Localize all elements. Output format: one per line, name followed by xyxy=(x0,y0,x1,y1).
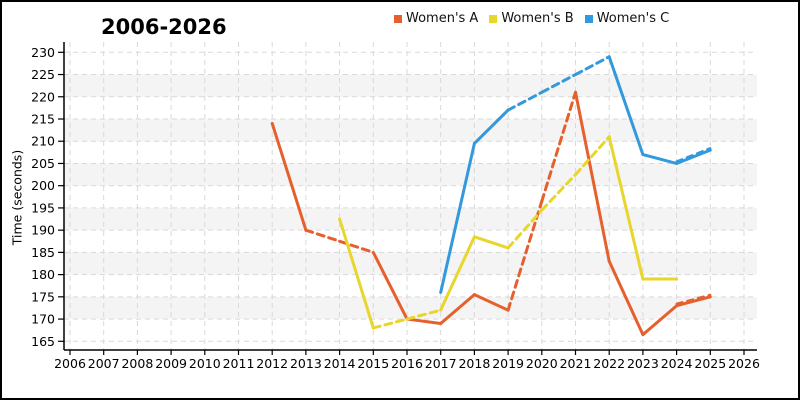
plot-band xyxy=(64,119,757,142)
plot-band xyxy=(64,252,757,275)
legend-swatch xyxy=(394,14,402,23)
series-segment-dashed xyxy=(574,135,611,177)
x-tick-label: 2014 xyxy=(324,356,356,371)
x-tick-label: 2023 xyxy=(627,356,659,371)
x-tick-label: 2024 xyxy=(661,356,693,371)
x-tick-label: 2008 xyxy=(121,356,153,371)
series-segment-dashed-overlay xyxy=(675,147,712,163)
y-tick-label: 230 xyxy=(31,45,55,60)
legend-label: Women's C xyxy=(596,11,670,26)
series-segment xyxy=(472,293,510,312)
plot-band xyxy=(64,296,757,320)
y-tick-label: 200 xyxy=(31,178,55,193)
y-tick-label: 210 xyxy=(31,134,55,149)
y-tick-label: 180 xyxy=(31,267,55,282)
series-segment-dashed xyxy=(304,228,342,243)
x-tick-label: 2009 xyxy=(155,356,187,371)
series-segment xyxy=(607,259,645,337)
series-segment xyxy=(439,293,476,326)
y-tick-label: 190 xyxy=(31,223,55,238)
series-segment xyxy=(574,90,611,263)
series-segment-dashed xyxy=(540,173,577,212)
series-segment-dashed xyxy=(405,308,443,321)
x-tick-label: 2011 xyxy=(223,356,255,371)
series-segment xyxy=(641,153,679,165)
x-tick-label: 2022 xyxy=(593,356,625,371)
x-tick-label: 2010 xyxy=(189,356,221,371)
plot-band xyxy=(64,74,757,97)
series-segment-dashed xyxy=(540,73,577,94)
legend-swatch xyxy=(584,14,593,23)
series-segment-dashed xyxy=(338,239,375,254)
x-tick-label: 2006 xyxy=(54,356,86,371)
x-tick-label: 2015 xyxy=(357,356,389,371)
legend-item-womens-a: Women's A xyxy=(394,11,478,26)
series-segment-dashed xyxy=(371,317,409,330)
x-tick-label: 2019 xyxy=(492,356,524,371)
series-segment xyxy=(371,250,409,321)
x-tick-label: 2013 xyxy=(290,356,322,371)
y-tick-label: 215 xyxy=(31,112,55,127)
legend-swatch xyxy=(489,14,498,23)
x-tick-label: 2020 xyxy=(526,356,558,371)
series-segment xyxy=(675,148,712,165)
series-segment-dashed xyxy=(506,199,544,312)
x-tick-label: 2012 xyxy=(256,356,288,371)
y-tick-label: 175 xyxy=(31,289,55,304)
x-tick-label: 2025 xyxy=(694,356,726,371)
series-segment-dashed xyxy=(506,208,544,250)
x-tick-label: 2007 xyxy=(88,356,120,371)
x-tick-label: 2017 xyxy=(425,356,457,371)
x-tick-label: 2026 xyxy=(728,356,760,371)
series-segment xyxy=(641,304,679,337)
series-segment-dashed xyxy=(506,90,544,112)
legend-label: Women's B xyxy=(501,11,574,26)
series-segment xyxy=(439,141,476,294)
series-segment xyxy=(607,135,645,281)
series-segment-dashed-overlay xyxy=(675,293,712,305)
series-segment-dashed xyxy=(540,90,577,203)
x-tick-label: 2016 xyxy=(391,356,423,371)
series-segment xyxy=(338,217,375,330)
legend-label: Women's A xyxy=(406,11,479,26)
y-tick-label: 170 xyxy=(31,312,55,327)
legend: Women's A Women's B Women's C xyxy=(394,11,669,26)
series-segment xyxy=(472,108,510,145)
x-tick-label: 2018 xyxy=(458,356,490,371)
series-segment xyxy=(270,121,308,232)
y-tick-label: 185 xyxy=(31,245,55,260)
chart-title: 2006-2026 xyxy=(101,15,227,39)
x-tick-label: 2021 xyxy=(560,356,592,371)
series-segment xyxy=(607,55,645,157)
series-segment xyxy=(405,317,443,326)
y-tick-label: 195 xyxy=(31,200,55,215)
legend-item-womens-b: Women's B xyxy=(489,11,574,26)
series-segment xyxy=(439,235,476,312)
y-axis-title: Time (seconds) xyxy=(9,149,25,246)
y-tick-label: 220 xyxy=(31,89,55,104)
series-segment xyxy=(675,295,712,308)
series-segment-dashed xyxy=(574,55,611,77)
plot-band xyxy=(64,207,757,231)
y-tick-label: 165 xyxy=(31,334,55,349)
y-tick-label: 225 xyxy=(31,67,55,82)
legend-item-womens-c: Women's C xyxy=(584,11,670,26)
series-segment xyxy=(472,235,510,250)
y-tick-label: 205 xyxy=(31,156,55,171)
plot-band xyxy=(64,163,757,186)
